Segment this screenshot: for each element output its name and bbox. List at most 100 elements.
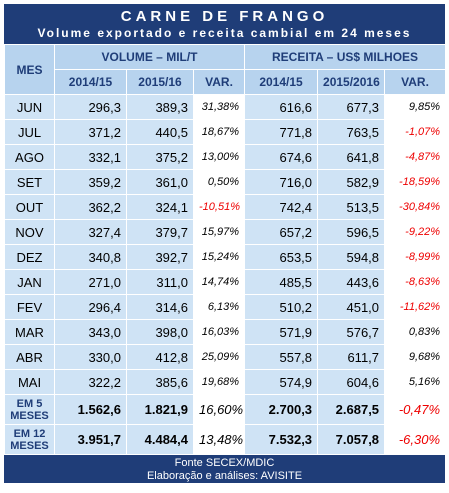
cell: 616,6 <box>244 94 319 120</box>
data-table: MES VOLUME – MIL/T RECEITA – US$ MILHOES… <box>4 44 447 455</box>
column-header: 2015/2016 <box>317 69 386 95</box>
cell: 392,7 <box>126 244 194 270</box>
row-label: OUT <box>4 194 55 220</box>
cell: 412,8 <box>126 344 194 370</box>
cell: 311,0 <box>126 269 194 295</box>
cell: 674,6 <box>244 144 319 170</box>
cell: 7.057,8 <box>317 424 386 455</box>
cell: 19,68% <box>192 369 246 395</box>
cell: 13,48% <box>192 424 246 455</box>
row-label: FEV <box>4 294 55 320</box>
cell: 296,3 <box>54 94 127 120</box>
row-label: JUN <box>4 94 55 120</box>
cell: 443,6 <box>317 269 386 295</box>
cell: 16,03% <box>192 319 246 345</box>
cell: -0,47% <box>384 394 447 425</box>
cell: -4,87% <box>384 144 447 170</box>
cell: 2.700,3 <box>244 394 319 425</box>
table-row: SET 359,2 361,0 0,50% 716,0 582,9 -18,59% <box>4 169 447 195</box>
table-row: MAI 322,2 385,6 19,68% 574,9 604,6 5,16% <box>4 369 447 395</box>
row-label: AGO <box>4 144 55 170</box>
cell: 359,2 <box>54 169 127 195</box>
cell: 657,2 <box>244 219 319 245</box>
table-row: MAR 343,0 398,0 16,03% 571,9 576,7 0,83% <box>4 319 447 345</box>
cell: 371,2 <box>54 119 127 145</box>
column-header: VAR. <box>384 69 447 95</box>
row-label: EM 5 MESES <box>4 394 55 425</box>
cell: 9,68% <box>384 344 447 370</box>
cell: 576,7 <box>317 319 386 345</box>
cell: 513,5 <box>317 194 386 220</box>
cell: 742,4 <box>244 194 319 220</box>
cell: -9,22% <box>384 219 447 245</box>
cell: 340,8 <box>54 244 127 270</box>
column-header: 2015/16 <box>126 69 194 95</box>
cell: 324,1 <box>126 194 194 220</box>
cell: 13,00% <box>192 144 246 170</box>
cell: 574,9 <box>244 369 319 395</box>
cell: 611,7 <box>317 344 386 370</box>
cell: 571,9 <box>244 319 319 345</box>
cell: 327,4 <box>54 219 127 245</box>
cell: 18,67% <box>192 119 246 145</box>
cell: 14,74% <box>192 269 246 295</box>
cell: 2.687,5 <box>317 394 386 425</box>
table-row: JAN 271,0 311,0 14,74% 485,5 443,6 -8,63% <box>4 269 447 295</box>
row-label: NOV <box>4 219 55 245</box>
group-header: RECEITA – US$ MILHOES <box>244 44 447 70</box>
cell: 594,8 <box>317 244 386 270</box>
table-row: JUL 371,2 440,5 18,67% 771,8 763,5 -1,07% <box>4 119 447 145</box>
cell: 322,2 <box>54 369 127 395</box>
cell: 31,38% <box>192 94 246 120</box>
row-label: JUL <box>4 119 55 145</box>
cell: 0,83% <box>384 319 447 345</box>
cell: 677,3 <box>317 94 386 120</box>
cell: 1.562,6 <box>54 394 127 425</box>
cell: -10,51% <box>192 194 246 220</box>
table-row: AGO 332,1 375,2 13,00% 674,6 641,8 -4,87% <box>4 144 447 170</box>
cell: 716,0 <box>244 169 319 195</box>
cell: 271,0 <box>54 269 127 295</box>
column-header: 2014/15 <box>54 69 127 95</box>
cell: 1.821,9 <box>126 394 194 425</box>
row-label: ABR <box>4 344 55 370</box>
cell: -11,62% <box>384 294 447 320</box>
title-bar: CARNE DE FRANGO Volume exportado e recei… <box>4 4 445 44</box>
table-row: DEZ 340,8 392,7 15,24% 653,5 594,8 -8,99% <box>4 244 447 270</box>
cell: 7.532,3 <box>244 424 319 455</box>
table-row: JUN 296,3 389,3 31,38% 616,6 677,3 9,85% <box>4 94 447 120</box>
cell: -8,63% <box>384 269 447 295</box>
table-row: EM 12 MESES 3.951,7 4.484,4 13,48% 7.532,3 7.… <box>4 424 447 455</box>
cell: 375,2 <box>126 144 194 170</box>
row-label: SET <box>4 169 55 195</box>
row-label: MAI <box>4 369 55 395</box>
row-label: EM 12 MESES <box>4 424 55 455</box>
cell: 641,8 <box>317 144 386 170</box>
table-row: EM 5 MESES 1.562,6 1.821,9 16,60% 2.700,3 2.6… <box>4 394 447 425</box>
month-header: MES <box>4 44 55 95</box>
credit: Elaboração e análises: AVISITE <box>146 470 303 482</box>
table-row: NOV 327,4 379,7 15,97% 657,2 596,5 -9,22% <box>4 219 447 245</box>
cell: 604,6 <box>317 369 386 395</box>
cell: 0,50% <box>192 169 246 195</box>
cell: 16,60% <box>192 394 246 425</box>
cell: -1,07% <box>384 119 447 145</box>
subtitle: Volume exportado e receita cambial em 24… <box>37 26 412 40</box>
cell: 398,0 <box>126 319 194 345</box>
cell: 451,0 <box>317 294 386 320</box>
cell: 557,8 <box>244 344 319 370</box>
row-label: MAR <box>4 319 55 345</box>
table-card: CARNE DE FRANGO Volume exportado e recei… <box>4 4 447 483</box>
table-row: OUT 362,2 324,1 -10,51% 742,4 513,5 -30,84% <box>4 194 447 220</box>
cell: 343,0 <box>54 319 127 345</box>
table-row: ABR 330,0 412,8 25,09% 557,8 611,7 9,68% <box>4 344 447 370</box>
cell: 653,5 <box>244 244 319 270</box>
cell: -18,59% <box>384 169 447 195</box>
cell: 296,4 <box>54 294 127 320</box>
cell: 362,2 <box>54 194 127 220</box>
cell: 332,1 <box>54 144 127 170</box>
row-label: DEZ <box>4 244 55 270</box>
cell: 6,13% <box>192 294 246 320</box>
cell: 389,3 <box>126 94 194 120</box>
cell: -8,99% <box>384 244 447 270</box>
